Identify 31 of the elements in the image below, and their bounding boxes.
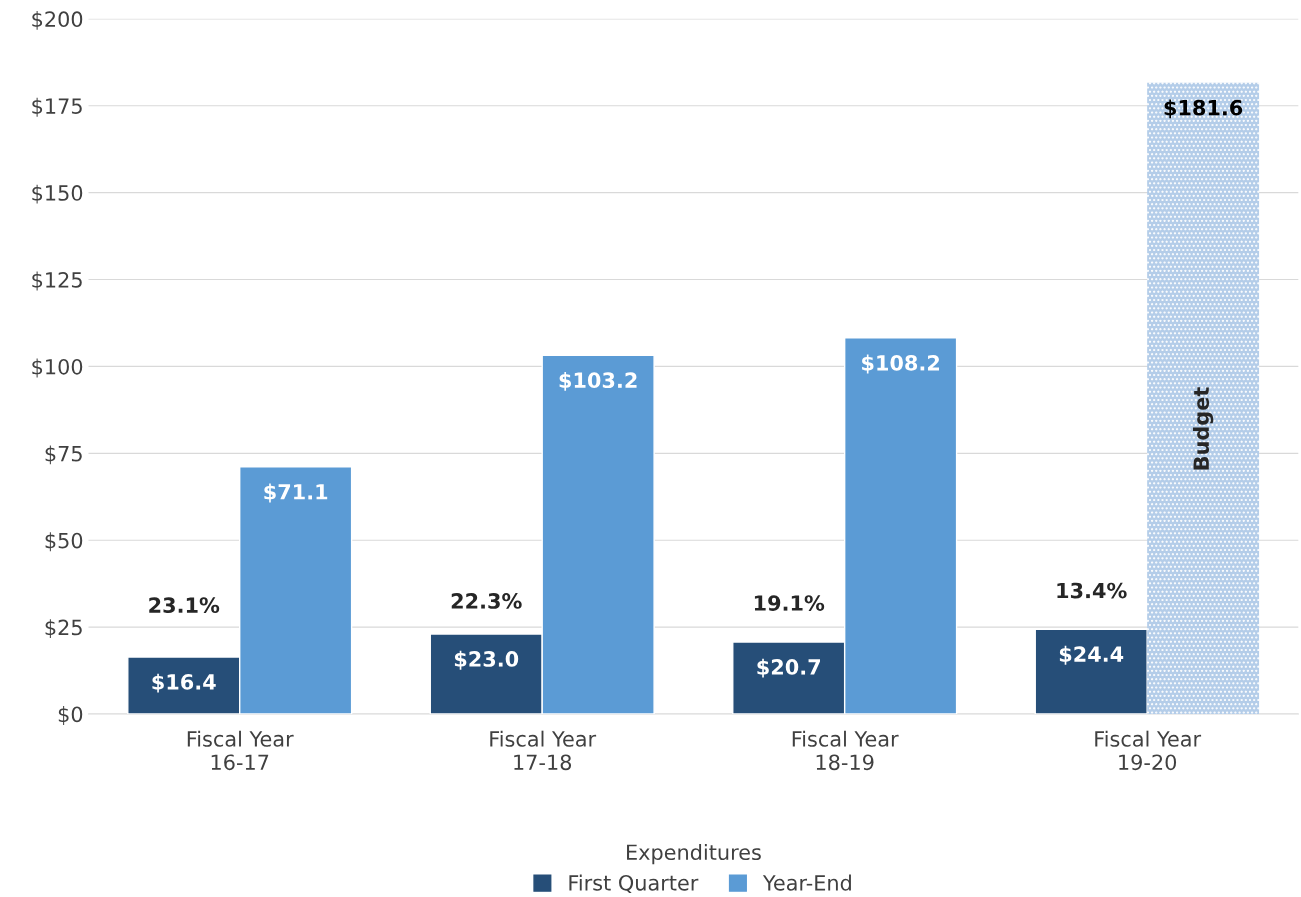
x-tick-label: Fiscal Year 18-19	[792, 730, 899, 771]
y-tick-label: $50	[45, 532, 83, 552]
data-label: $71.1	[264, 483, 328, 503]
data-label: $24.4	[1059, 645, 1124, 665]
y-tick-label: $200	[32, 10, 83, 30]
x-tick-label: Fiscal Year 19-20	[1095, 730, 1202, 771]
bar	[1147, 82, 1260, 715]
legend-label: Year-End	[762, 874, 851, 891]
data-label: $108.2	[862, 354, 940, 374]
annotation: 22.3%	[451, 593, 522, 609]
annotation: 13.4%	[1057, 582, 1127, 599]
annotation: 19.1%	[754, 595, 825, 611]
annotation: Budget	[1192, 387, 1214, 470]
data-label: $181.6	[1164, 99, 1243, 119]
x-tick-label: Fiscal Year 16-17	[187, 730, 294, 771]
y-tick-label: $175	[32, 97, 82, 117]
data-label: $23.0	[454, 650, 519, 670]
data-label: $20.7	[757, 658, 821, 678]
y-tick-label: $125	[32, 271, 82, 291]
data-label: $16.4	[152, 673, 216, 693]
annotation: 23.1%	[149, 597, 220, 613]
y-tick-label: $150	[32, 184, 83, 204]
legend-title: Expenditures	[627, 843, 761, 865]
legend-label: First Quarter	[569, 874, 699, 894]
data-label: $103.2	[559, 371, 637, 391]
y-tick-label: $75	[45, 445, 82, 465]
y-tick-label: $100	[32, 358, 83, 378]
y-tick-label: $25	[45, 619, 82, 639]
x-tick-label: Fiscal Year 17-18	[490, 730, 597, 771]
y-tick-label: $0	[58, 706, 83, 725]
bar	[1034, 628, 1148, 715]
